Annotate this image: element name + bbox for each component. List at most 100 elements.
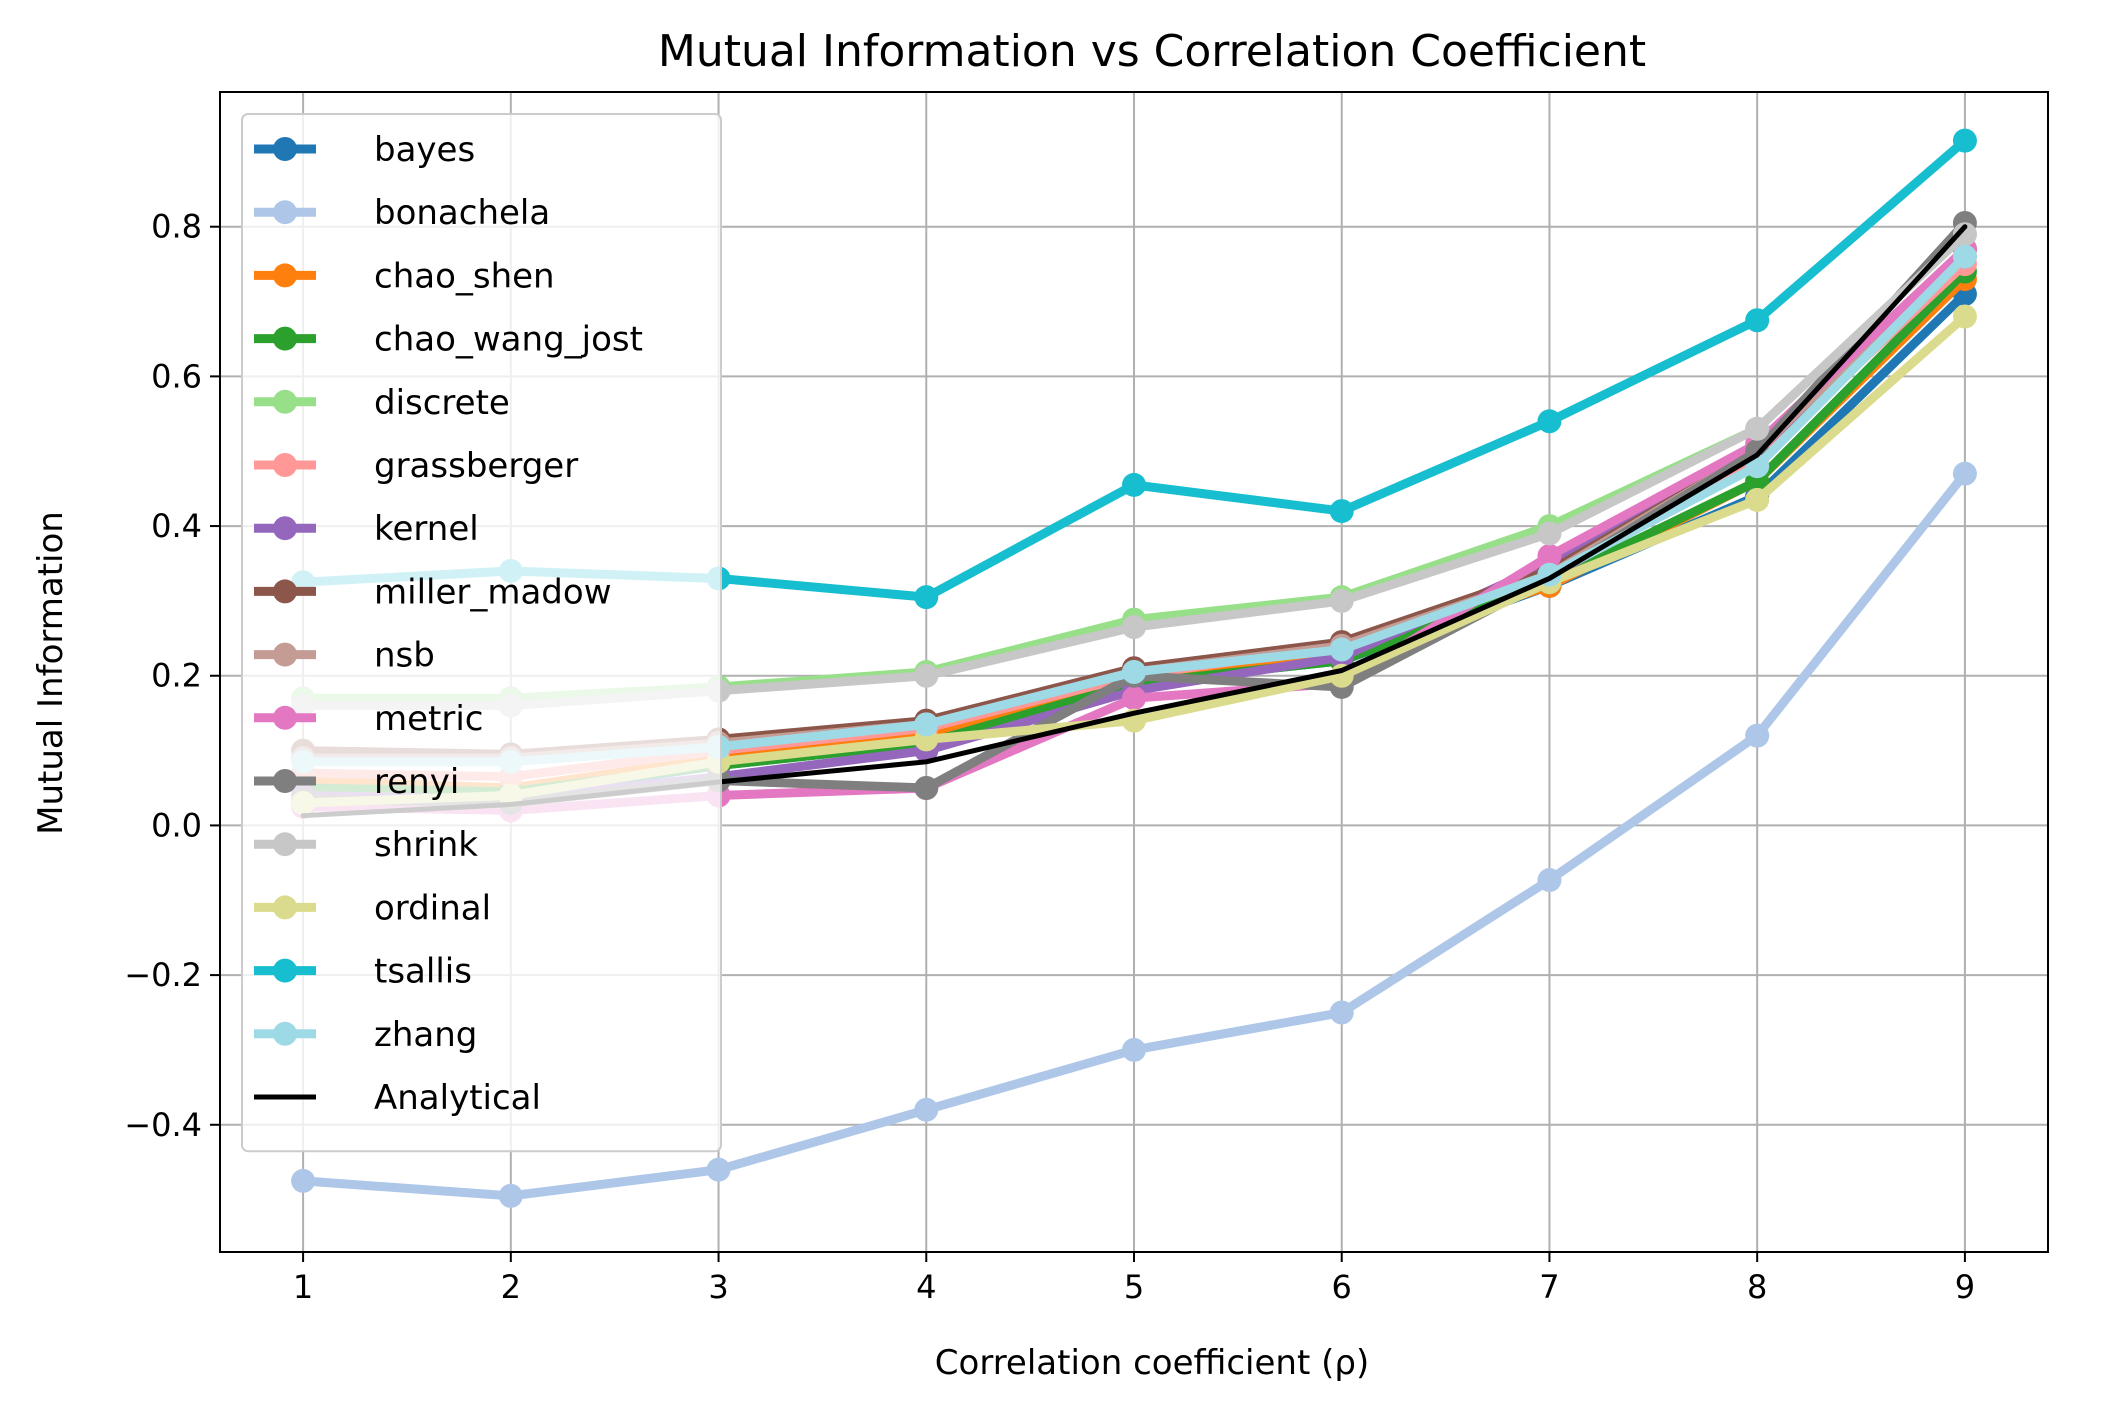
legend: bayes bonachela chao_shen chao_wang_jostdis… (241, 113, 722, 1153)
legend-entry-chao-shen: chao_shen (254, 256, 555, 296)
legend-box (241, 113, 722, 1153)
legend-marker (273, 389, 297, 414)
x-tick-label: 4 (916, 1268, 936, 1306)
data-point (1329, 588, 1354, 613)
x-axis-label: Correlation coefficient (ρ) (935, 1343, 1369, 1383)
x-tick-label: 8 (1747, 1268, 1767, 1306)
data-point (1329, 1000, 1354, 1025)
data-point (1952, 244, 1977, 269)
y-tick-label: 0.4 (151, 507, 202, 545)
legend-label: grassberger (374, 446, 578, 486)
legend-entry-chao-wang-jost: chao_wang_jost (254, 320, 643, 360)
legend-entry-nsb: nsb (254, 636, 435, 676)
data-point (914, 1097, 939, 1122)
x-tick-label: 3 (708, 1268, 728, 1306)
data-point (1537, 409, 1562, 434)
legend-entry-grassberger: grassberger (254, 446, 578, 486)
data-point (914, 712, 939, 737)
legend-label: bayes (374, 130, 475, 170)
legend-marker (273, 579, 297, 604)
legend-marker (273, 895, 297, 920)
data-point (1745, 723, 1770, 748)
legend-entry-bonachela: bonachela (254, 193, 550, 233)
data-point (1329, 637, 1354, 662)
y-tick-label: −0.4 (124, 1106, 202, 1144)
data-point (1952, 222, 1977, 247)
x-tick-label: 6 (1332, 1268, 1352, 1306)
legend-entry-renyi: renyi (254, 762, 459, 802)
data-point (1537, 521, 1562, 546)
legend-label: kernel (374, 509, 479, 549)
legend-label: tsallis (374, 952, 472, 992)
data-point (1537, 544, 1562, 568)
data-point (1329, 499, 1354, 524)
legend-entry-ordinal: ordinal (254, 888, 491, 928)
legend-label: chao_shen (374, 256, 555, 296)
data-point (1122, 615, 1146, 640)
y-tick-label: −0.2 (124, 956, 202, 994)
data-point (1952, 461, 1977, 486)
data-point (1745, 308, 1770, 333)
legend-marker (273, 453, 297, 477)
data-point (1122, 660, 1146, 684)
data-point (914, 585, 939, 610)
legend-marker (273, 200, 297, 225)
legend-marker (273, 1021, 297, 1046)
legend-marker (273, 642, 297, 667)
axis-ticks: 1 2 3 4 5 6 7 8 9 −0.4 −0.2 0.0 0.2 0.4 0.6 0.8 (124, 208, 1975, 1306)
legend-entry-bayes: bayes (254, 130, 475, 170)
legend-label: zhang (374, 1015, 477, 1055)
legend-marker (273, 137, 297, 161)
legend-label: shrink (374, 825, 478, 865)
data-point (1745, 416, 1770, 441)
x-tick-label: 2 (501, 1268, 521, 1306)
chart-title: Mutual Information vs Correlation Coeffi… (658, 26, 1646, 77)
x-tick-label: 1 (293, 1268, 313, 1306)
legend-marker (273, 832, 297, 857)
y-tick-label: 0.2 (151, 657, 202, 695)
legend-entry-zhang: zhang (254, 1015, 477, 1055)
x-tick-label: 5 (1124, 1268, 1144, 1306)
data-point (1952, 304, 1977, 329)
data-point (1537, 868, 1562, 893)
legend-label: Analytical (374, 1078, 541, 1118)
legend-entry-shrink: shrink (254, 825, 478, 865)
legend-label: nsb (374, 636, 435, 676)
legend-marker (273, 516, 297, 541)
legend-label: renyi (374, 762, 459, 802)
legend-entry-kernel: kernel (254, 509, 479, 549)
x-tick-label: 9 (1955, 1268, 1975, 1306)
x-tick-label: 7 (1539, 1268, 1559, 1306)
data-point (1745, 487, 1770, 512)
legend-label: discrete (374, 383, 510, 423)
data-point (291, 1168, 316, 1193)
y-tick-label: 0.8 (151, 208, 202, 246)
legend-label: bonachela (374, 193, 550, 233)
y-tick-label: 0.6 (151, 357, 202, 395)
data-point (1122, 472, 1146, 497)
data-point (498, 1183, 523, 1208)
y-tick-label: 0.0 (151, 806, 202, 844)
legend-entry-miller-madow: miller_madow (254, 572, 612, 612)
legend-label: miller_madow (374, 572, 612, 612)
data-point (1122, 1037, 1146, 1062)
legend-label: chao_wang_jost (374, 320, 643, 360)
legend-marker (273, 705, 297, 730)
data-point (914, 776, 939, 800)
legend-marker (273, 326, 297, 351)
legend-label: metric (374, 699, 484, 739)
legend-entry-Analytical: Analytical (254, 1078, 541, 1118)
data-point (706, 1157, 731, 1182)
data-point (1952, 128, 1977, 153)
data-point (914, 663, 939, 688)
legend-marker (273, 958, 297, 983)
series-bonachela (291, 461, 1977, 1208)
legend-marker (273, 263, 297, 288)
legend-entry-metric: metric (254, 699, 484, 739)
legend-marker (273, 769, 297, 793)
y-axis-label: Mutual Information (31, 511, 71, 835)
data-point (1122, 686, 1146, 711)
legend-entry-discrete: discrete (254, 383, 510, 423)
legend-label: ordinal (374, 888, 491, 928)
